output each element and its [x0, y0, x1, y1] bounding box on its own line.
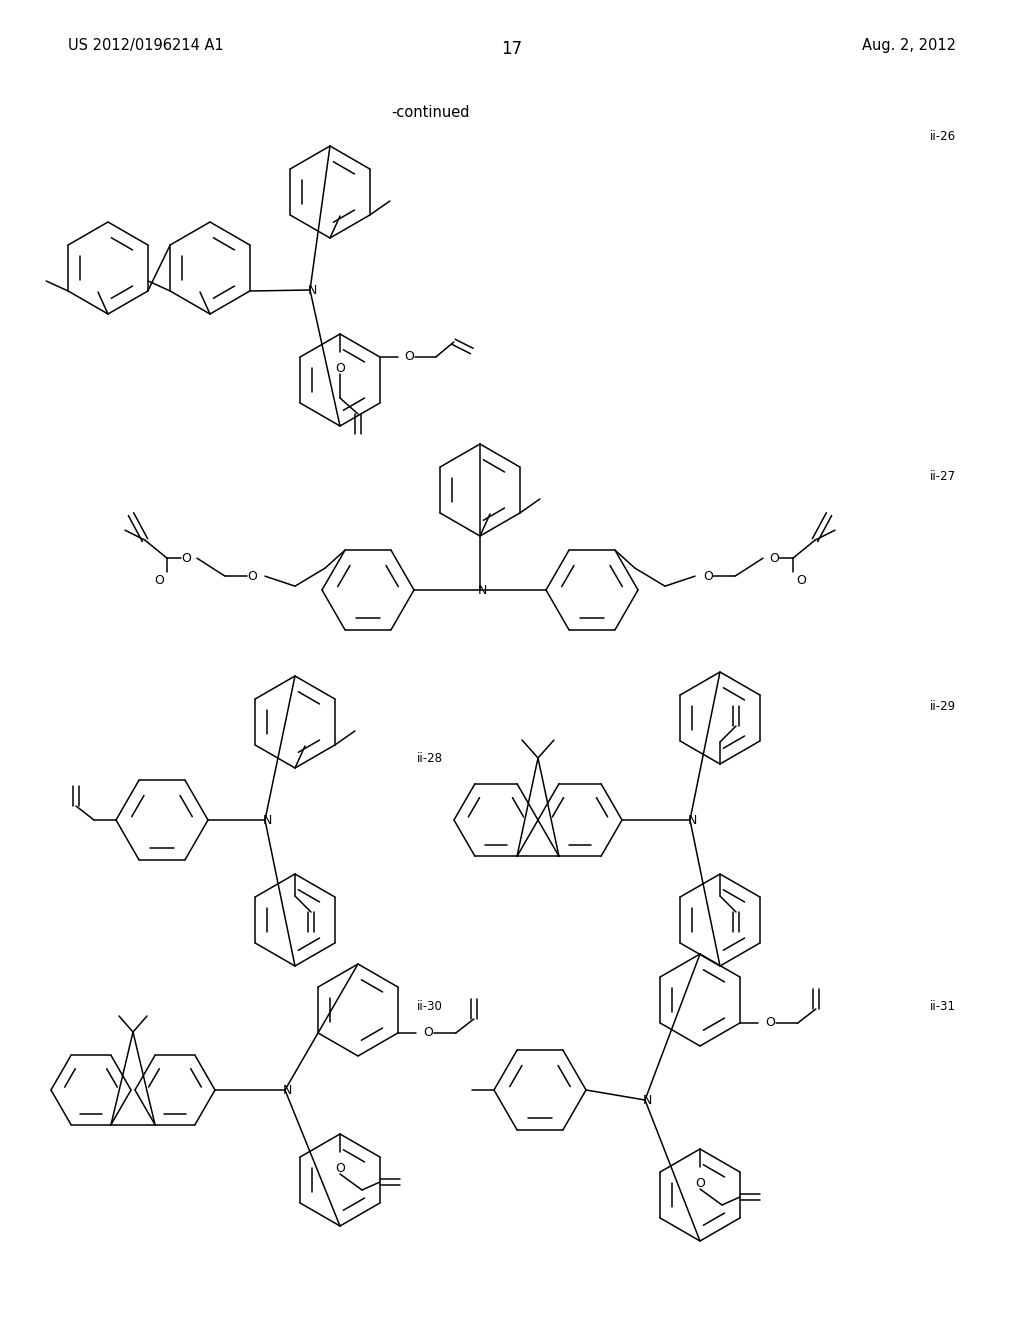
Text: O: O — [403, 351, 414, 363]
Text: ii-27: ii-27 — [930, 470, 956, 483]
Text: O: O — [181, 552, 191, 565]
Text: N: N — [262, 813, 271, 826]
Text: Aug. 2, 2012: Aug. 2, 2012 — [862, 38, 956, 53]
Text: ii-29: ii-29 — [930, 700, 956, 713]
Text: O: O — [796, 574, 806, 587]
Text: O: O — [335, 362, 345, 375]
Text: N: N — [687, 813, 696, 826]
Text: -continued: -continued — [391, 106, 469, 120]
Text: O: O — [247, 570, 257, 582]
Text: O: O — [765, 1016, 775, 1030]
Text: O: O — [335, 1162, 345, 1175]
Text: 17: 17 — [502, 40, 522, 58]
Text: O: O — [703, 570, 713, 582]
Text: N: N — [642, 1093, 651, 1106]
Text: ii-31: ii-31 — [930, 1001, 956, 1012]
Text: N: N — [477, 583, 486, 597]
Text: O: O — [769, 552, 779, 565]
Text: N: N — [307, 284, 316, 297]
Text: ii-28: ii-28 — [417, 752, 443, 766]
Text: O: O — [695, 1177, 705, 1191]
Text: US 2012/0196214 A1: US 2012/0196214 A1 — [68, 38, 224, 53]
Text: O: O — [423, 1027, 433, 1040]
Text: ii-30: ii-30 — [417, 1001, 443, 1012]
Text: O: O — [154, 574, 164, 587]
Text: N: N — [283, 1084, 292, 1097]
Text: ii-26: ii-26 — [930, 129, 956, 143]
